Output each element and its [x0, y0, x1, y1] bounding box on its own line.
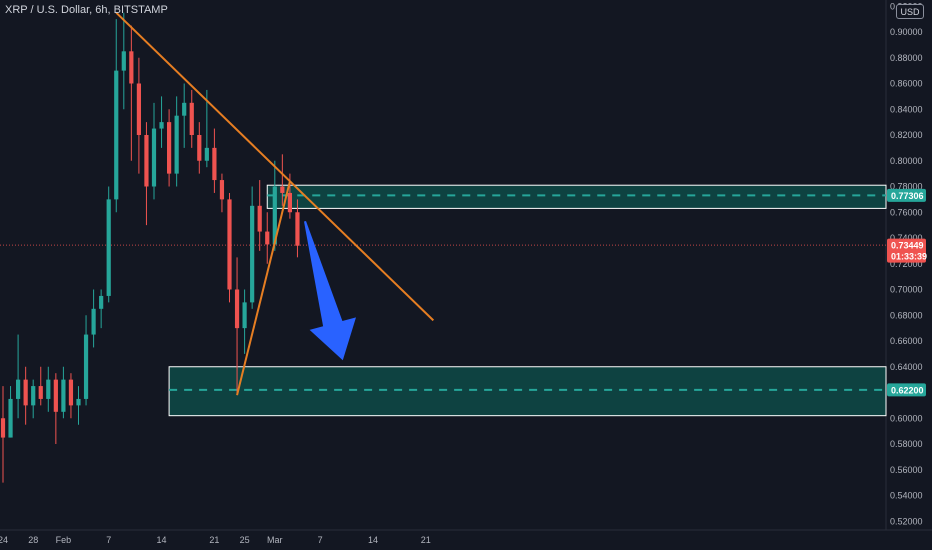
- candle-body: [68, 379, 74, 406]
- price-tick-label: 0.82000: [890, 130, 923, 140]
- candle-body: [189, 102, 194, 135]
- candle-body: [46, 379, 51, 399]
- zone-lower-price-label: [887, 383, 926, 397]
- time-tick-label: 14: [157, 535, 167, 545]
- price-tick-label: 0.64000: [890, 362, 923, 372]
- candle-body: [197, 135, 202, 161]
- candle-body: [167, 122, 172, 174]
- currency-button[interactable]: USD: [896, 4, 924, 19]
- resistance-zone[interactable]: [266, 184, 887, 209]
- price-tick-label: 0.72000: [890, 259, 923, 269]
- ascending-trendline[interactable]: [236, 181, 291, 396]
- time-tick-label: Feb: [56, 535, 72, 545]
- candle-body: [174, 115, 179, 174]
- candle-body: [106, 199, 111, 296]
- price-tick-label: 0.78000: [890, 182, 923, 192]
- candle-body: [129, 51, 134, 84]
- time-tick-label: 21: [209, 535, 219, 545]
- time-tick-label: 7: [318, 535, 323, 545]
- price-tick-label: 0.86000: [890, 79, 923, 89]
- candle-body: [204, 147, 209, 161]
- price-tick-label: 0.60000: [890, 413, 923, 423]
- price-tick-label: 0.80000: [890, 156, 923, 166]
- candle-body: [114, 70, 119, 200]
- candle-body: [234, 289, 240, 329]
- time-tick-label: 21: [421, 535, 431, 545]
- zone-upper-price-label: [887, 188, 926, 202]
- symbol-title[interactable]: XRP / U.S. Dollar, 6h, BITSTAMP: [5, 4, 168, 16]
- price-tick-label: 0.88000: [890, 53, 923, 63]
- candle-body: [287, 192, 292, 213]
- candle-body: [227, 199, 232, 290]
- candle-body: [250, 205, 255, 303]
- candle-body: [212, 147, 217, 181]
- time-tick-label: Mar: [267, 535, 283, 545]
- candle-body: [182, 102, 187, 116]
- zone-lower-price-label-text: 0.62200: [891, 385, 924, 395]
- candle-body: [38, 386, 43, 399]
- candle-body: [83, 334, 89, 399]
- candle-body: [219, 180, 225, 200]
- candle-body: [31, 386, 36, 406]
- candle-body: [61, 379, 66, 412]
- current-price-label-text: 0.73449: [891, 241, 924, 251]
- price-tick-label: 0.84000: [890, 104, 923, 114]
- time-tick-label: 7: [106, 535, 111, 545]
- candle-body: [16, 379, 21, 399]
- price-tick-label: 0.66000: [890, 336, 923, 346]
- price-tick-label: 0.76000: [890, 207, 923, 217]
- price-tick-label: 0.58000: [890, 439, 923, 449]
- candle-body: [242, 302, 247, 329]
- descending-trendline[interactable]: [115, 11, 435, 322]
- price-tick-label: 0.70000: [890, 285, 923, 295]
- price-tick-label: 0.90000: [890, 27, 923, 37]
- candle-body: [265, 231, 270, 245]
- price-tick-label: 0.54000: [890, 491, 923, 501]
- candle-body: [295, 212, 300, 246]
- zone-upper-price-label-text: 0.77306: [891, 191, 924, 201]
- candle-body: [99, 295, 104, 309]
- candle-body: [144, 135, 149, 187]
- candle-body: [272, 186, 277, 245]
- candle-body: [159, 122, 164, 129]
- candle-body: [76, 398, 81, 406]
- candle-body: [23, 379, 28, 406]
- support-zone[interactable]: [168, 366, 887, 417]
- candle-body: [280, 186, 285, 193]
- candle-body: [121, 51, 126, 71]
- candle-body: [151, 128, 157, 187]
- time-tick-label: 24: [0, 535, 8, 545]
- current-price-label-text: 01:33:39: [891, 252, 927, 262]
- down-arrow-icon[interactable]: [304, 221, 356, 361]
- current-price-label: [887, 238, 926, 263]
- time-tick-label: 25: [240, 535, 250, 545]
- price-tick-label: 0.52000: [890, 516, 923, 526]
- candle-body: [136, 83, 141, 135]
- candle-body: [8, 398, 13, 438]
- candle-body: [91, 308, 96, 335]
- time-tick-label: 14: [368, 535, 378, 545]
- price-tick-label: 0.68000: [890, 310, 923, 320]
- candle-body: [0, 418, 6, 438]
- time-tick-label: 28: [28, 535, 38, 545]
- price-tick-label: 0.74000: [890, 233, 923, 243]
- price-tick-label: 0.56000: [890, 465, 923, 475]
- candle-body: [257, 205, 262, 232]
- candle-body: [53, 379, 58, 412]
